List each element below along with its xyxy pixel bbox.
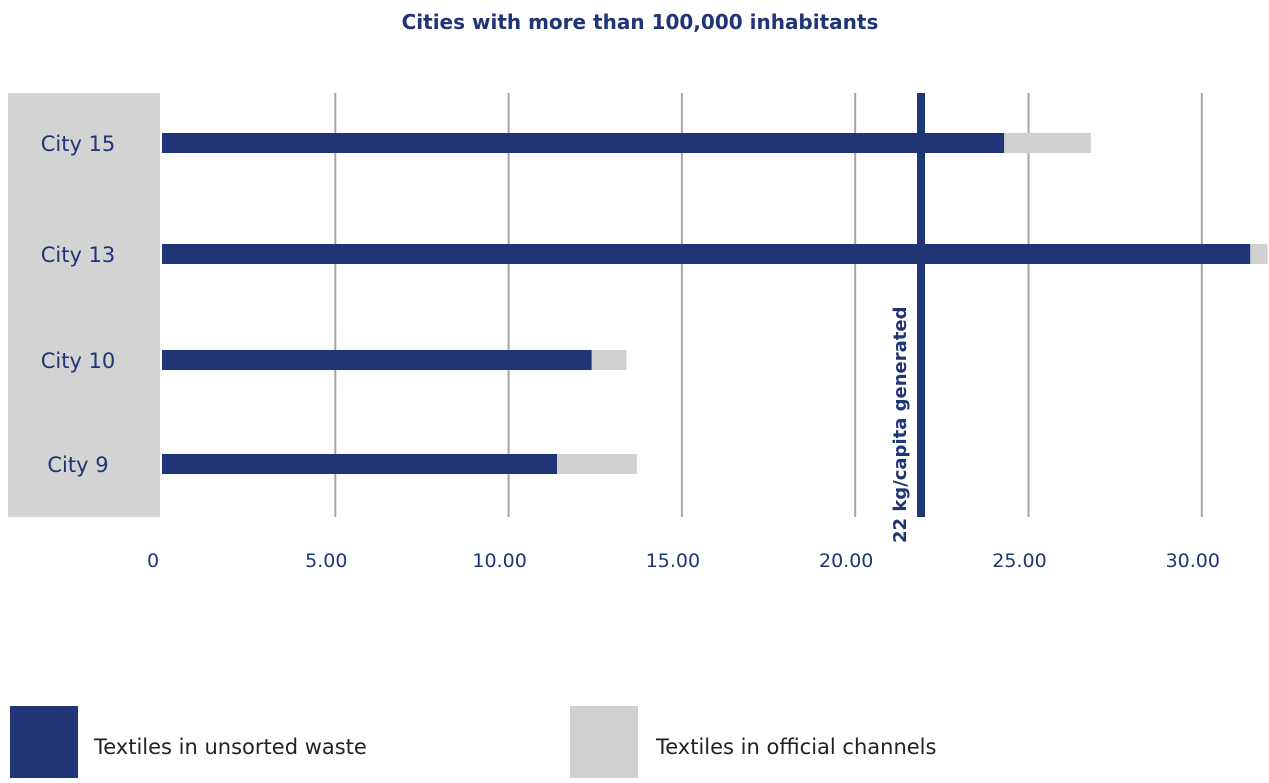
category-label: City 10 [41, 349, 116, 373]
category-labels: City 15 City 13 City 10 City 9 [41, 132, 116, 477]
reference-line-label: 22 kg/capita generated [890, 307, 911, 543]
bar-official [1250, 244, 1268, 264]
bar-unsorted [162, 244, 1251, 264]
bar-official [591, 350, 627, 370]
x-tick-label: 5.00 [305, 550, 347, 572]
x-tick-label: 0 [147, 550, 159, 572]
category-label: City 15 [41, 132, 116, 156]
bar-unsorted [162, 454, 558, 474]
grid-lines [334, 93, 1203, 517]
legend-swatch-official [570, 706, 638, 778]
x-tick-labels: 0 5.00 10.00 15.00 20.00 25.00 30.00 [147, 550, 1220, 572]
x-tick-label: 15.00 [646, 550, 700, 572]
bars [162, 133, 1268, 474]
x-tick-label: 30.00 [1166, 550, 1220, 572]
x-tick-label: 25.00 [992, 550, 1046, 572]
legend-label-unsorted: Textiles in unsorted waste [93, 735, 367, 759]
legend-swatch-unsorted [10, 706, 78, 778]
chart-title: Cities with more than 100,000 inhabitant… [402, 10, 879, 34]
legend: Textiles in unsorted waste Textiles in o… [10, 706, 936, 778]
bar-unsorted [162, 133, 1005, 153]
bar-unsorted [162, 350, 592, 370]
category-label: City 9 [47, 453, 108, 477]
legend-label-official: Textiles in official channels [655, 735, 936, 759]
x-tick-label: 10.00 [472, 550, 526, 572]
bar-official [557, 454, 637, 474]
category-label: City 13 [41, 243, 116, 267]
bar-official [1004, 133, 1091, 153]
category-axis-panel [8, 93, 160, 517]
x-tick-label: 20.00 [819, 550, 873, 572]
